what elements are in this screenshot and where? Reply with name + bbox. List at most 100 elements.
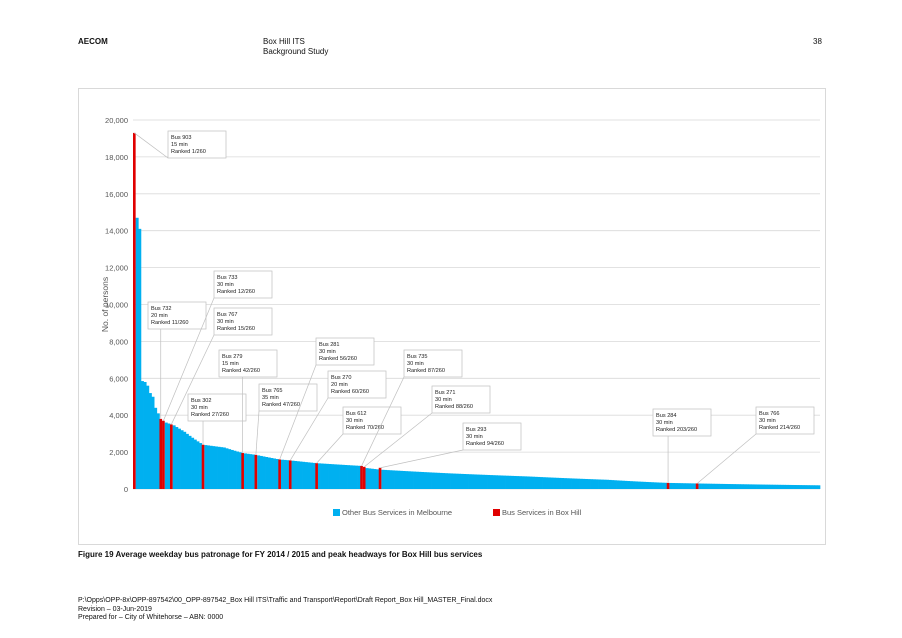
footer-file-path: P:\Opps\OPP-8x\OPP-897542\00_OPP-897542_… (78, 597, 493, 604)
y-tick-label: 8,000 (109, 337, 128, 346)
bar-other-route (732, 484, 736, 489)
bar-other-route (188, 435, 192, 489)
callout-text: 15 min (171, 142, 188, 148)
bar-other-route (790, 484, 794, 489)
bar-other-route (328, 464, 332, 489)
bar-box-hill-route (315, 463, 318, 489)
bar-other-route (185, 433, 189, 489)
bar-other-route (613, 480, 617, 489)
bar-other-route (785, 484, 789, 489)
bar-other-route (753, 484, 757, 489)
figure-caption: Figure 19 Average weekday bus patronage … (78, 550, 483, 559)
bar-other-route (595, 479, 599, 489)
bar-other-route (344, 464, 348, 489)
bar-other-route (476, 474, 480, 489)
callout-text: 30 min (191, 405, 208, 411)
callout-text: Ranked 47/260 (262, 402, 300, 408)
bar-other-route (775, 484, 779, 489)
callout-box (213, 270, 273, 299)
bar-other-route (270, 458, 274, 489)
bar-box-hill-route (695, 483, 699, 489)
callout-leader (316, 433, 344, 464)
bar-other-route (502, 475, 506, 489)
bar-other-route (349, 465, 353, 489)
bar-other-route (452, 473, 456, 489)
callout-leader (379, 449, 464, 469)
patronage-bar-chart: 0 2,000 4,000 6,000 8,000 10,000 12,000 14,000 1… (100, 116, 821, 517)
bar-other-route (727, 484, 731, 489)
bar-other-route (410, 471, 414, 489)
bar-other-route (212, 446, 216, 489)
callout-text: 30 min (346, 418, 363, 424)
callout-leader (696, 433, 757, 484)
bar-other-route (524, 476, 528, 489)
callout-text: 30 min (319, 349, 336, 355)
callout-leader (134, 132, 169, 159)
bar-other-route (605, 479, 609, 489)
bar-other-route (508, 475, 512, 489)
bar-other-route (772, 484, 776, 489)
bar-other-route (444, 473, 448, 489)
bar-other-route (323, 463, 327, 489)
bar-other-route (310, 462, 314, 489)
bar-other-route (796, 485, 800, 489)
bar-other-route (664, 482, 668, 489)
bar-other-route (494, 475, 498, 489)
callout-box (147, 301, 207, 330)
bar-other-route (389, 470, 393, 489)
bar-other-route (236, 451, 240, 489)
callout-box (431, 385, 491, 414)
bar-other-route (640, 481, 644, 489)
bar-other-route (521, 476, 525, 489)
legend-label-other: Other Bus Services in Melbourne (342, 508, 452, 517)
bar-other-route (479, 474, 483, 489)
callout-leader (363, 412, 433, 468)
bar-other-route (783, 484, 786, 489)
bar-other-route (518, 476, 522, 489)
callout-text: Ranked 11/260 (151, 320, 189, 326)
legend-label-box-hill: Bus Services in Box Hill (502, 508, 582, 517)
bar-box-hill-route (162, 420, 165, 489)
bar-other-route (455, 473, 459, 489)
bar-other-route (600, 479, 604, 489)
bar-box-hill-route (378, 467, 382, 489)
bar-other-route (817, 485, 821, 489)
bar-other-route (568, 478, 572, 489)
bar-other-route (439, 472, 443, 489)
bar-other-route (265, 457, 269, 489)
callout-text: 20 min (151, 313, 168, 319)
bar-series-box-hill (133, 132, 699, 489)
chart-legend: Other Bus Services in Melbourne Bus Servi… (333, 508, 582, 517)
callout-box (258, 383, 318, 412)
bar-other-route (547, 477, 551, 489)
bar-other-route (447, 473, 451, 489)
bar-other-route (370, 468, 374, 489)
callout-text: Bus 765 (262, 388, 283, 394)
bar-other-route (489, 475, 493, 489)
bar-other-route (801, 485, 805, 489)
y-tick-label: 18,000 (105, 153, 128, 162)
bar-other-route (769, 484, 773, 489)
bar-other-route (473, 474, 477, 489)
callout-text: 30 min (407, 361, 424, 367)
bar-other-route (687, 483, 691, 489)
bar-other-route (460, 473, 464, 489)
y-tick-label: 6,000 (109, 374, 128, 383)
bar-other-route (407, 471, 411, 489)
callout-leader (279, 364, 317, 460)
bar-other-route (183, 431, 187, 489)
bar-other-route (793, 485, 797, 489)
bar-other-route (798, 485, 802, 489)
callout-text: Ranked 27/260 (191, 412, 229, 418)
bar-other-route (621, 480, 625, 489)
callout-text: Ranked 15/260 (217, 326, 255, 332)
bar-other-route (373, 469, 377, 489)
bar-other-route (267, 457, 271, 489)
callout-text: Bus 766 (759, 411, 780, 417)
bar-other-route (611, 480, 615, 489)
callout-text: Bus 735 (407, 354, 428, 360)
callout-text: Bus 733 (217, 275, 238, 281)
bar-other-route (603, 479, 607, 489)
bar-other-route (273, 458, 277, 489)
